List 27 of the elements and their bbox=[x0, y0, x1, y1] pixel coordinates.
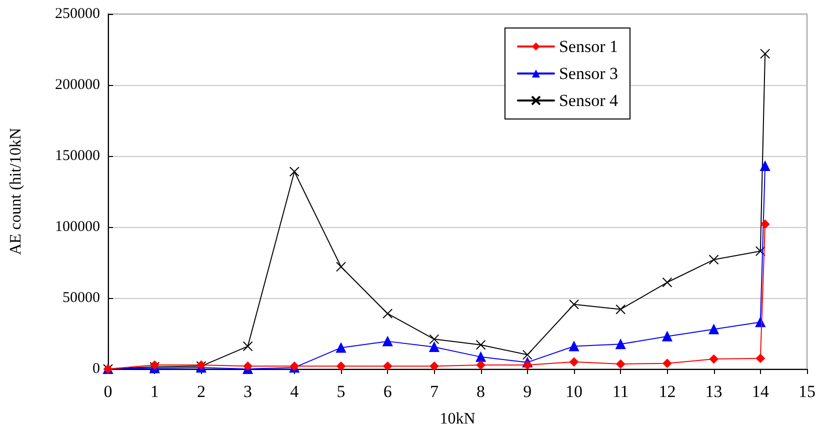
x-tick-label: 0 bbox=[104, 382, 112, 401]
x-tick-label: 11 bbox=[612, 382, 629, 401]
x-tick-label: 5 bbox=[336, 382, 346, 401]
x-tick-label: 2 bbox=[196, 382, 206, 401]
legend-label: Sensor 3 bbox=[558, 64, 618, 83]
x-tick-label: 1 bbox=[150, 382, 159, 401]
x-tick-label: 8 bbox=[476, 382, 486, 401]
x-tick-label: 12 bbox=[658, 382, 676, 401]
legend-label: Sensor 4 bbox=[558, 91, 618, 110]
legend-label: Sensor 1 bbox=[558, 37, 618, 56]
y-tick-label: 200000 bbox=[55, 77, 100, 93]
x-tick-label: 14 bbox=[752, 382, 770, 401]
y-tick-label: 50000 bbox=[62, 290, 100, 306]
x-tick-label: 4 bbox=[290, 382, 300, 401]
x-tick-label: 3 bbox=[244, 382, 252, 401]
x-tick-label: 7 bbox=[430, 382, 439, 401]
x-tick-label: 6 bbox=[383, 382, 392, 401]
y-tick-label: 0 bbox=[92, 361, 100, 377]
y-axis-title: AE count (hit/10kN bbox=[8, 128, 24, 256]
y-tick-label: 250000 bbox=[55, 6, 100, 22]
y-tick-label: 100000 bbox=[55, 219, 100, 235]
x-tick-label: 9 bbox=[523, 382, 532, 401]
y-tick-label: 150000 bbox=[55, 148, 100, 164]
x-tick-label: 15 bbox=[798, 382, 816, 401]
x-axis-title: 10kN bbox=[440, 410, 476, 428]
x-tick-label: 10 bbox=[566, 382, 582, 401]
x-tick-label: 13 bbox=[705, 382, 722, 401]
